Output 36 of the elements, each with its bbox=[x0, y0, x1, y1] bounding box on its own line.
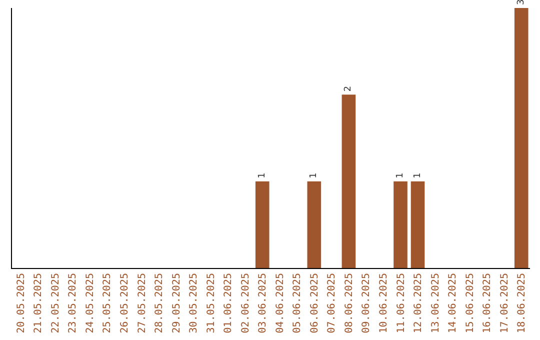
data-label: 1 bbox=[412, 172, 423, 178]
x-tick-label: 25.05.2025 bbox=[102, 273, 114, 334]
x-tick-label: 11.06.2025 bbox=[396, 273, 407, 334]
x-tick-label: 27.05.2025 bbox=[136, 273, 148, 334]
x-tick-label: 08.06.2025 bbox=[344, 273, 355, 334]
data-label: 1 bbox=[396, 172, 406, 178]
x-tick-label: 31.05.2025 bbox=[206, 273, 217, 334]
x-tick-label: 30.05.2025 bbox=[188, 273, 200, 334]
x-tick-label: 26.05.2025 bbox=[119, 273, 130, 334]
x-tick-label: 24.05.2025 bbox=[84, 273, 96, 334]
x-tick-label: 03.06.2025 bbox=[258, 273, 269, 334]
x-tick-label: 18.06.2025 bbox=[516, 273, 528, 334]
x-tick-label: 09.06.2025 bbox=[361, 273, 372, 334]
x-tick-label: 28.05.2025 bbox=[154, 273, 166, 334]
x-tick-label: 23.05.2025 bbox=[68, 273, 79, 334]
data-label: 1 bbox=[309, 172, 320, 178]
data-label: 1 bbox=[257, 172, 268, 178]
x-tick-label: 14.06.2025 bbox=[448, 273, 459, 334]
x-tick-label: 05.06.2025 bbox=[292, 273, 304, 334]
x-tick-label: 01.06.2025 bbox=[223, 273, 234, 334]
x-tick-label: 29.05.2025 bbox=[171, 273, 182, 334]
x-tick-label: 06.06.2025 bbox=[309, 273, 320, 334]
x-tick-label: 10.06.2025 bbox=[378, 273, 390, 334]
x-tick-label: 15.06.2025 bbox=[464, 273, 476, 334]
x-tick-label: 17.06.2025 bbox=[499, 273, 510, 334]
x-tick-label: 13.06.2025 bbox=[430, 273, 442, 334]
data-label: 2 bbox=[344, 86, 354, 92]
x-tick-label: 02.06.2025 bbox=[240, 273, 252, 334]
x-tick-label: 16.06.2025 bbox=[482, 273, 494, 334]
data-label: 3 bbox=[516, 0, 526, 5]
x-tick-label: 12.06.2025 bbox=[413, 273, 424, 334]
x-tick-label: 07.06.2025 bbox=[326, 273, 338, 334]
x-tick-label: 04.06.2025 bbox=[274, 273, 286, 334]
x-tick-label: 21.05.2025 bbox=[33, 273, 44, 334]
x-tick-label: 22.05.2025 bbox=[50, 273, 62, 334]
x-tick-label: 20.05.2025 bbox=[16, 273, 27, 334]
